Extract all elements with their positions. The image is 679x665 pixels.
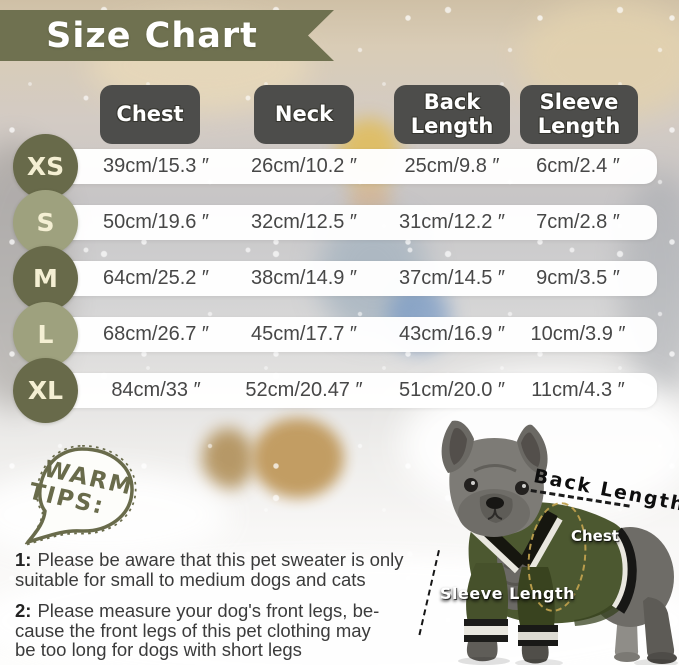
size-badge-m: M <box>13 246 78 311</box>
sweater-hem-trim-white <box>611 531 628 609</box>
dog-hind-paw <box>647 652 677 664</box>
collar-stripe-white-right <box>528 517 563 572</box>
tip-text: suitable for small to medium dogs and ca… <box>15 568 366 590</box>
tip-text: cause the front legs of this pet clothin… <box>15 619 371 641</box>
cell-chest: 68cm/26.7 ″ <box>102 323 210 345</box>
cell-chest: 50cm/19.6 ″ <box>102 211 210 233</box>
dog-ear-left-inner <box>449 428 467 465</box>
dog-brow-wrinkle <box>473 464 517 473</box>
cell-neck: 32cm/12.5 ″ <box>250 211 358 233</box>
table-row-xs: 39cm/15.3 ″ 26cm/10.2 ″ 25cm/9.8 ″ 6cm/2… <box>28 149 657 184</box>
dog-illustration <box>441 420 678 665</box>
tip-number: 1: <box>15 549 32 570</box>
cell-sleeve-length: 9cm/3.5 ″ <box>536 267 620 289</box>
size-badge-s: S <box>13 190 78 255</box>
chest-label: Chest <box>571 527 619 545</box>
dog-eye-right <box>515 481 529 495</box>
cell-neck: 52cm/20.47 ″ <box>245 379 363 401</box>
dog-front-sleeve-far <box>517 567 555 629</box>
table-row-s: 50cm/19.6 ″ 32cm/12.5 ″ 31cm/12.2 ″ 7cm/… <box>28 205 657 240</box>
cuff-black <box>518 625 558 632</box>
cell-sleeve-length: 7cm/2.8 ″ <box>536 211 620 233</box>
cell-sleeve-length: 11cm/4.3 ″ <box>531 379 625 401</box>
tip-number: 2: <box>15 600 32 621</box>
tip-text: be too long for dogs with short legs <box>15 639 302 660</box>
paw-shadow <box>515 659 563 665</box>
cell-neck: 26cm/10.2 ″ <box>250 155 358 177</box>
cell-neck: 38cm/14.9 ″ <box>250 267 358 289</box>
size-badge-l: L <box>13 302 78 367</box>
table-row-xl: 84cm/33 ″ 52cm/20.47 ″ 51cm/20.0 ″ 11cm/… <box>28 373 657 408</box>
bubble-shape <box>26 447 134 544</box>
warm-tips-bubble <box>22 444 137 546</box>
cell-neck: 45cm/17.7 ″ <box>250 323 358 345</box>
cell-chest: 84cm/33 ″ <box>111 379 201 401</box>
cuff-black <box>464 635 508 642</box>
size-chart-banner: Size Chart <box>0 10 334 61</box>
dog-front-sleeve-near <box>466 563 509 623</box>
dog-mouth <box>487 508 503 520</box>
dog-ear-right-inner <box>521 432 541 467</box>
cell-back-length: 51cm/20.0 ″ <box>398 379 506 401</box>
collar-stripe-black-right <box>518 509 558 569</box>
background-blob-boot <box>202 428 254 490</box>
cell-sleeve-length: 10cm/3.9 ″ <box>530 323 626 345</box>
cell-sleeve-length: 6cm/2.4 ″ <box>536 155 620 177</box>
sleeve-length-label: Sleeve Length <box>440 584 575 603</box>
dog-front-paw <box>521 646 549 664</box>
size-badge-xs: XS <box>13 134 78 199</box>
column-header-neck: Neck <box>254 85 354 144</box>
cuff-black <box>518 640 558 646</box>
cuff-white <box>518 632 558 640</box>
sweater-hem-trim-black <box>614 527 637 614</box>
table-row-l: 68cm/26.7 ″ 45cm/17.7 ″ 43cm/16.9 ″ 10cm… <box>28 317 657 352</box>
tip-item-2: 2: Please measure your dog's front legs, … <box>15 601 379 660</box>
cell-chest: 39cm/15.3 ″ <box>102 155 210 177</box>
dog-eye-glint <box>471 481 475 485</box>
cell-back-length: 25cm/9.8 ″ <box>404 155 500 177</box>
paw-shadow <box>634 659 678 665</box>
dog-front-paw <box>466 642 498 662</box>
cell-back-length: 43cm/16.9 ″ <box>398 323 506 345</box>
tip-text: Please be aware that this pet sweater is… <box>37 549 404 570</box>
page-title: Size Chart <box>46 15 258 56</box>
cell-back-length: 31cm/12.2 ″ <box>398 211 506 233</box>
cuff-black <box>464 619 508 626</box>
tip-item-1: 1: Please be aware that this pet sweater … <box>15 550 404 589</box>
size-badge-xl: XL <box>13 358 78 423</box>
cuff-white <box>464 626 508 635</box>
paw-shadow <box>458 657 510 665</box>
dog-eye-glint <box>522 484 526 488</box>
dog-hind-paw <box>614 652 640 662</box>
background-blob-boot <box>252 418 344 498</box>
dog-near-hind-leg <box>643 597 675 658</box>
column-header-chest: Chest <box>100 85 200 144</box>
dog-nose <box>486 497 504 509</box>
cell-chest: 64cm/25.2 ″ <box>102 267 210 289</box>
bubble-stitching <box>22 444 137 546</box>
table-row-m: 64cm/25.2 ″ 38cm/14.9 ″ 37cm/14.5 ″ 9cm/… <box>28 261 657 296</box>
dog-eye-left <box>464 478 478 492</box>
cell-back-length: 37cm/14.5 ″ <box>398 267 506 289</box>
column-header-back-length: Back Length <box>394 85 510 144</box>
tip-text: Please measure your dog's front legs, be… <box>37 600 380 621</box>
column-header-sleeve-length: Sleeve Length <box>520 85 638 144</box>
